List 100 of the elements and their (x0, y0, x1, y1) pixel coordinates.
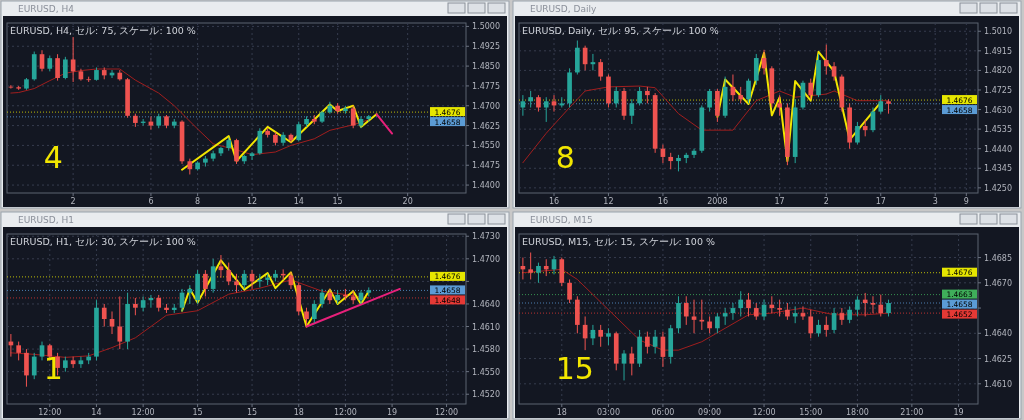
candlestick (839, 307, 845, 326)
x-tick-label: 18 (556, 408, 567, 417)
candlestick (831, 61, 837, 82)
x-tick-label: 15 (192, 408, 203, 417)
candlestick (117, 295, 123, 350)
annotation: 4 (43, 139, 63, 175)
chart-title: EURUSD, Daily (530, 4, 597, 14)
x-tick-label: 12:00 (435, 408, 459, 417)
candlestick (746, 292, 751, 317)
y-tick-label: 1.4535 (984, 125, 1012, 135)
y-tick-label: 1.4730 (472, 232, 500, 242)
y-tick-label: 1.4400 (472, 181, 500, 191)
candlestick (311, 299, 317, 324)
y-tick-label: 1.4640 (472, 299, 500, 309)
candlestick (808, 78, 814, 100)
candlestick (707, 88, 712, 113)
y-tick-label: 1.4670 (984, 278, 1012, 288)
y-tick-label: 1.4725 (984, 85, 1012, 95)
candlestick (691, 299, 697, 334)
candlestick (31, 352, 37, 380)
candlestick (613, 86, 619, 108)
y-tick-label: 1.4550 (472, 367, 500, 377)
y-tick-label: 1.4625 (472, 121, 500, 131)
chart-subtitle: EURUSD, M15, セル: 15, スケール: 100 % (522, 236, 715, 247)
x-tick-label: 14 (91, 408, 102, 417)
y-tick-label: 1.4580 (472, 345, 500, 355)
chart-title: EURUSD, H1 (18, 215, 74, 225)
candlestick (63, 56, 68, 80)
x-tick-label: 3 (932, 197, 938, 206)
y-tick-label: 1.5000 (472, 22, 500, 32)
y-tick-label: 1.4820 (984, 66, 1012, 76)
candlestick (8, 84, 14, 90)
y-tick-label: 1.4475 (472, 161, 500, 171)
chart-title: EURUSD, H4 (18, 4, 75, 14)
candlestick (629, 346, 635, 376)
y-tick-label: 1.4685 (984, 253, 1012, 263)
x-tick-label: 14 (293, 197, 304, 206)
x-tick-label: 12 (246, 197, 258, 206)
y-tick-label: 1.4440 (984, 144, 1012, 154)
candlestick (598, 324, 604, 348)
candlestick (878, 294, 884, 317)
x-tick-label: 18:00 (845, 408, 869, 417)
x-tick-label: 9 (963, 197, 969, 206)
y-tick-label: 1.4700 (472, 254, 500, 264)
annotation: 8 (555, 139, 575, 175)
candlestick (234, 138, 239, 165)
candlestick (855, 295, 860, 317)
chart-title: EURUSD, M15 (530, 215, 593, 225)
x-tick-label: 12:00 (131, 408, 155, 417)
candlestick (187, 284, 193, 305)
x-tick-label: 18 (293, 408, 304, 417)
x-tick-label: 15 (332, 197, 343, 206)
candlestick (296, 121, 302, 142)
candlestick (543, 96, 549, 123)
candlestick (637, 86, 642, 106)
y-tick-label: 1.4550 (472, 141, 500, 151)
y-tick-label: 1.4520 (472, 390, 500, 400)
x-tick-label: 16 (548, 197, 560, 206)
x-tick-label: 6 (148, 197, 154, 206)
x-tick-label: 2 (70, 197, 76, 206)
candlestick (878, 94, 884, 115)
x-tick-label: 09:00 (698, 408, 722, 417)
x-tick-label: 15:00 (799, 408, 823, 417)
x-tick-label: 17 (774, 197, 785, 206)
x-tick-label: 06:00 (651, 408, 675, 417)
candlestick (823, 315, 829, 338)
chart-subtitle: EURUSD, Daily, セル: 95, スケール: 100 % (522, 25, 719, 36)
x-tick-label: 2008 (707, 197, 728, 206)
candlestick (645, 331, 650, 354)
candlestick (862, 292, 868, 317)
annotation: 1 (43, 350, 63, 386)
candlestick (715, 312, 720, 334)
y-tick-label: 1.4915 (984, 46, 1012, 56)
candlestick (55, 53, 60, 82)
y-tick-label: 1.4610 (984, 379, 1012, 389)
y-tick-label: 1.4775 (472, 81, 500, 91)
y-tick-label: 1.4640 (984, 329, 1012, 339)
chart-subtitle: EURUSD, H1, セル: 30, スケール: 100 % (10, 236, 196, 247)
candlestick (234, 273, 239, 294)
candlestick (746, 78, 751, 104)
x-tick-label: 12:00 (38, 408, 62, 417)
candlestick (699, 299, 705, 331)
candlestick (241, 269, 247, 290)
candlestick (738, 290, 744, 317)
annotation: 15 (555, 350, 594, 386)
candlestick (39, 341, 45, 361)
candlestick (823, 44, 829, 76)
candlestick (753, 53, 759, 86)
candlestick (16, 341, 21, 361)
x-tick-label: 03:00 (596, 408, 620, 417)
x-tick-label: 20 (402, 197, 413, 206)
y-tick-label: 1.4700 (472, 101, 500, 111)
candlestick (777, 94, 782, 117)
candlestick (101, 303, 107, 328)
candlestick (855, 121, 860, 146)
x-tick-label: 8 (195, 197, 201, 206)
y-tick-label: 1.4345 (984, 164, 1012, 174)
x-tick-label: 19 (387, 408, 398, 417)
candlestick (683, 295, 689, 326)
candlestick (109, 310, 115, 335)
